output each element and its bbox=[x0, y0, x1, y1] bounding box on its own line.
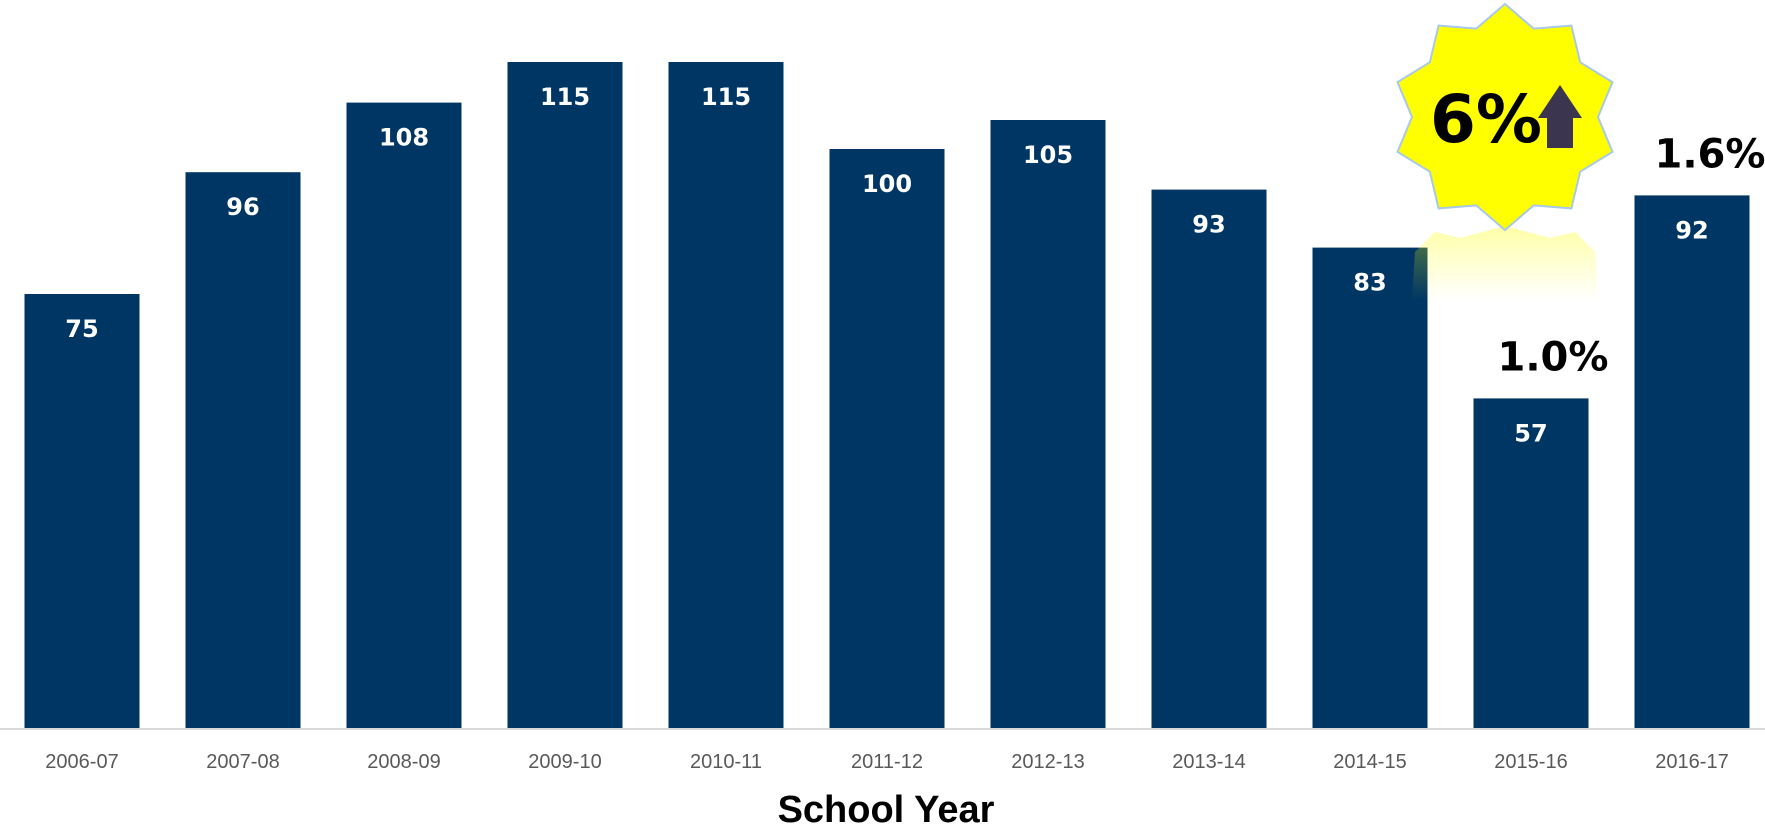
annotations-group: 1.0% 1.6% bbox=[1498, 131, 1765, 380]
bar-2015-16 bbox=[1473, 398, 1589, 729]
annotation-2016-17: 1.6% bbox=[1655, 131, 1765, 177]
annotation-2015-16: 1.0% bbox=[1498, 334, 1609, 380]
up-arrow-icon bbox=[1538, 85, 1582, 148]
data-label-2012-13: 105 bbox=[1023, 141, 1073, 169]
bar-2014-15 bbox=[1312, 247, 1428, 729]
x-tick-2013-14: 2013-14 bbox=[1172, 751, 1245, 773]
x-tick-2016-17: 2016-17 bbox=[1655, 751, 1728, 773]
data-label-2008-09: 108 bbox=[379, 124, 429, 152]
data-label-2009-10: 115 bbox=[540, 83, 590, 111]
bar-2006-07 bbox=[24, 294, 140, 729]
data-label-2006-07: 75 bbox=[65, 315, 98, 343]
bar-2011-12 bbox=[829, 149, 945, 729]
bar-2010-11 bbox=[668, 62, 784, 729]
data-label-2014-15: 83 bbox=[1353, 269, 1386, 297]
x-tick-labels: 2006-07 2007-08 2008-09 2009-10 2010-11 2011-… bbox=[45, 751, 1728, 773]
bar-2007-08 bbox=[185, 172, 301, 729]
badge-star-shape bbox=[1396, 2, 1614, 232]
x-tick-2009-10: 2009-10 bbox=[528, 751, 601, 773]
x-tick-2015-16: 2015-16 bbox=[1494, 751, 1567, 773]
bar-2016-17 bbox=[1634, 195, 1750, 729]
x-tick-2007-08: 2007-08 bbox=[206, 751, 279, 773]
bar-2012-13 bbox=[990, 120, 1106, 729]
bar-2009-10 bbox=[507, 62, 623, 729]
badge-reflection bbox=[1412, 226, 1598, 300]
x-tick-2011-12: 2011-12 bbox=[851, 751, 923, 773]
x-axis-title: School Year bbox=[778, 789, 995, 829]
x-tick-2014-15: 2014-15 bbox=[1333, 751, 1406, 773]
x-tick-2010-11: 2010-11 bbox=[690, 751, 762, 773]
bar-2013-14 bbox=[1151, 189, 1267, 730]
data-label-2007-08: 96 bbox=[226, 193, 259, 221]
x-tick-2012-13: 2012-13 bbox=[1011, 751, 1084, 773]
data-label-2013-14: 93 bbox=[1192, 211, 1225, 239]
bars-group bbox=[24, 62, 1750, 730]
badge-value: 6% bbox=[1430, 81, 1542, 158]
x-tick-2006-07: 2006-07 bbox=[45, 751, 118, 773]
data-label-2010-11: 115 bbox=[701, 83, 751, 111]
data-label-2016-17: 92 bbox=[1675, 216, 1708, 244]
growth-badge: 6% bbox=[1396, 2, 1614, 300]
bar-2008-09 bbox=[346, 102, 462, 730]
data-label-2011-12: 100 bbox=[862, 170, 912, 198]
data-label-2015-16: 57 bbox=[1514, 419, 1547, 447]
x-tick-2008-09: 2008-09 bbox=[367, 751, 440, 773]
bar-labels-group: 75 96 108 115 115 100 105 93 83 57 92 bbox=[65, 83, 1708, 447]
